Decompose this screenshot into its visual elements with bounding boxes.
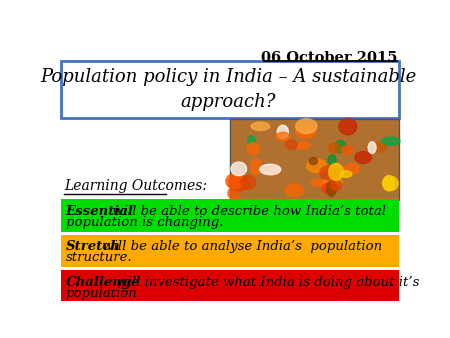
FancyBboxPatch shape	[61, 199, 399, 232]
FancyBboxPatch shape	[230, 119, 399, 200]
Text: structure.: structure.	[66, 251, 132, 264]
Ellipse shape	[228, 175, 249, 191]
Text: Essential: Essential	[66, 205, 134, 218]
Ellipse shape	[285, 140, 297, 149]
Ellipse shape	[330, 180, 341, 190]
Text: Population policy in India – A sustainable
approach?: Population policy in India – A sustainab…	[40, 68, 416, 111]
Ellipse shape	[307, 159, 327, 173]
Ellipse shape	[266, 167, 279, 176]
Ellipse shape	[277, 125, 288, 139]
Ellipse shape	[382, 176, 398, 191]
Ellipse shape	[383, 175, 395, 191]
Ellipse shape	[328, 143, 340, 153]
Ellipse shape	[296, 119, 317, 134]
Ellipse shape	[309, 158, 317, 165]
Ellipse shape	[366, 143, 386, 152]
Ellipse shape	[381, 137, 400, 145]
Ellipse shape	[311, 179, 324, 186]
Ellipse shape	[339, 119, 357, 135]
Text: Challenge: Challenge	[66, 276, 140, 289]
Ellipse shape	[247, 143, 259, 154]
Ellipse shape	[285, 184, 303, 197]
Ellipse shape	[340, 171, 352, 177]
Ellipse shape	[343, 164, 359, 174]
Ellipse shape	[228, 187, 240, 199]
FancyBboxPatch shape	[61, 61, 399, 118]
Ellipse shape	[328, 164, 343, 180]
Ellipse shape	[335, 141, 346, 153]
Text: will be able to analyse India’s  population: will be able to analyse India’s populati…	[98, 240, 382, 254]
FancyBboxPatch shape	[61, 270, 399, 303]
Ellipse shape	[226, 174, 243, 189]
Ellipse shape	[260, 164, 281, 175]
Text: will be able to describe how India’s total: will be able to describe how India’s tot…	[108, 205, 386, 218]
Ellipse shape	[251, 159, 261, 175]
Ellipse shape	[248, 136, 255, 146]
Ellipse shape	[296, 126, 315, 139]
Text: population is changing.: population is changing.	[66, 216, 223, 229]
Ellipse shape	[322, 178, 342, 187]
Ellipse shape	[251, 122, 270, 130]
Ellipse shape	[342, 146, 353, 154]
Ellipse shape	[355, 151, 372, 164]
Text: population: population	[66, 287, 137, 300]
Text: will investigate what India is doing about it’s: will investigate what India is doing abo…	[112, 276, 419, 289]
FancyBboxPatch shape	[61, 235, 399, 267]
Text: Stretch: Stretch	[66, 240, 121, 254]
Text: 06 October 2015: 06 October 2015	[261, 51, 397, 65]
Text: Learning Outcomes:: Learning Outcomes:	[64, 179, 207, 193]
Ellipse shape	[320, 165, 341, 180]
Ellipse shape	[297, 142, 310, 148]
Ellipse shape	[327, 181, 336, 196]
Ellipse shape	[241, 176, 256, 189]
Ellipse shape	[322, 183, 338, 194]
Ellipse shape	[231, 162, 247, 176]
Ellipse shape	[276, 132, 290, 141]
Ellipse shape	[368, 142, 376, 153]
Ellipse shape	[328, 155, 336, 165]
